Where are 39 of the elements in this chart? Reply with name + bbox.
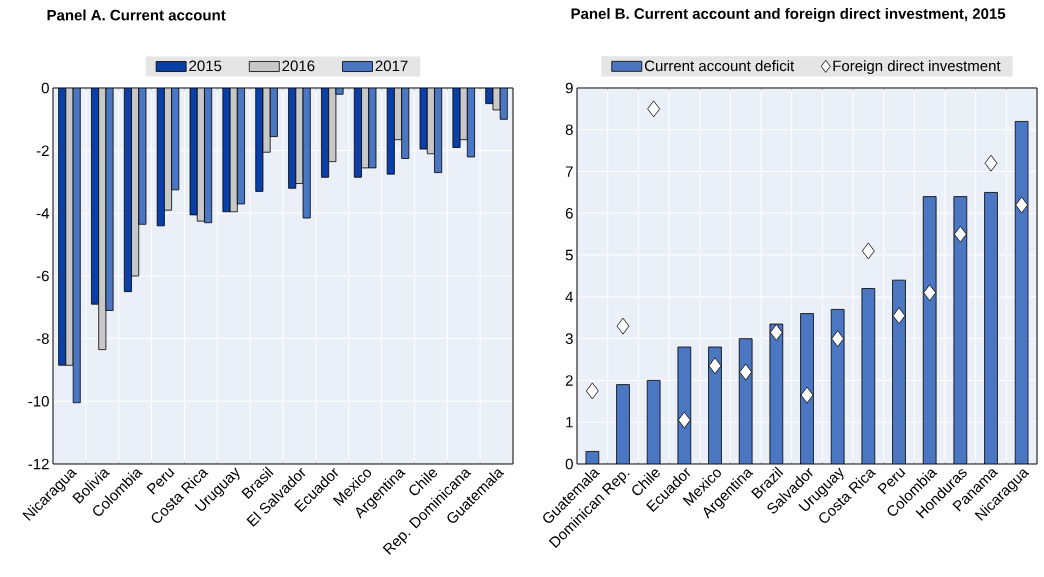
y-tick-label: -4 — [36, 208, 50, 219]
legend-label: 2017 — [375, 60, 408, 72]
y-tick-label: -10 — [28, 396, 49, 407]
point — [831, 330, 845, 348]
point — [984, 154, 998, 172]
y-tick-label: 7 — [565, 166, 573, 177]
point — [739, 363, 753, 381]
y-tick-label: 4 — [565, 291, 574, 303]
legend-label: Foreign direct investment — [833, 60, 1001, 75]
point — [708, 357, 722, 375]
legend-label: Current account deficit — [644, 60, 795, 72]
point — [616, 317, 630, 335]
y-tick-label: 1 — [566, 417, 573, 428]
y-tick-label: 9 — [565, 82, 573, 94]
point — [585, 382, 599, 400]
legend-label: 2016 — [282, 60, 315, 72]
y-tick-label: 5 — [565, 249, 573, 261]
y-tick-label: 3 — [565, 333, 573, 344]
y-tick-label: -8 — [36, 333, 49, 344]
point — [647, 100, 661, 118]
y-tick-label: -2 — [36, 145, 49, 156]
y-tick-label: 8 — [565, 124, 573, 136]
y-tick-label: 0 — [41, 82, 49, 94]
point — [923, 284, 937, 302]
point — [769, 323, 783, 341]
point — [861, 242, 875, 260]
y-tick-label: 6 — [565, 208, 573, 219]
point — [892, 307, 906, 325]
y-tick-label: -12 — [28, 458, 49, 470]
y-tick-label: 2 — [565, 375, 573, 386]
y-tick-label: -6 — [36, 270, 49, 282]
chart-title: Panel B. Current account and foreign direct investment, 2015 — [571, 7, 1006, 23]
chart-title: Panel A. Current account — [47, 9, 226, 21]
point — [1015, 196, 1029, 214]
point — [800, 386, 814, 404]
legend-label: 2015 — [189, 60, 222, 72]
point — [677, 411, 691, 429]
point — [953, 225, 967, 243]
y-tick-label: 0 — [565, 458, 573, 470]
